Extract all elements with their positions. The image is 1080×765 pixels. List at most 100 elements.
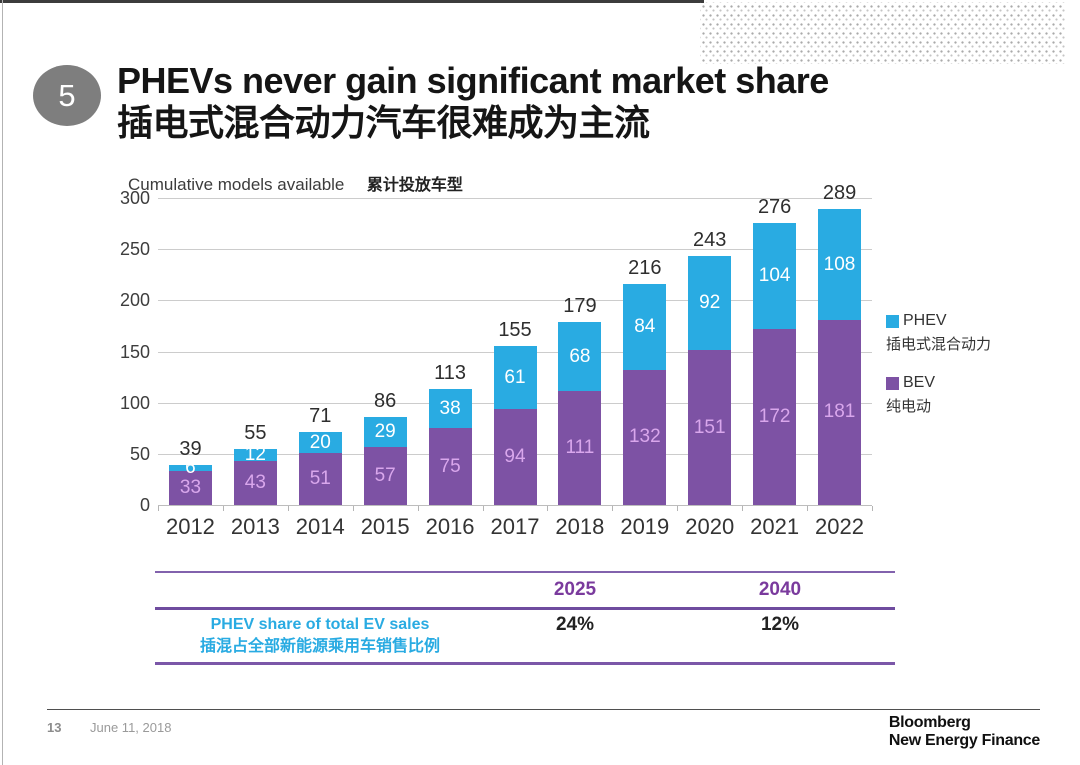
bar-segment-phev-2020	[688, 256, 732, 351]
bar-value-phev-2022: 108	[823, 253, 856, 275]
legend-label-bev: BEV	[903, 374, 936, 391]
bar-value-phev-2019: 84	[634, 315, 656, 337]
bar-total-2019: 216	[628, 256, 662, 279]
gridline-0	[158, 505, 872, 506]
bar-segment-phev-2019	[623, 283, 667, 370]
table-header-row: 2025 2040	[155, 573, 895, 610]
bar-segment-bev-2016	[428, 428, 472, 505]
x-axis-label-2016: 2016	[425, 514, 475, 539]
gridline-200	[158, 300, 872, 302]
halftone-dots-decoration	[700, 2, 1066, 64]
chart-title: Cumulative models available 累计投放车型	[128, 171, 463, 195]
bar-segment-bev-2019	[623, 369, 667, 505]
chart-title-en: Cumulative models available	[128, 175, 345, 194]
bar-segment-phev-2017	[493, 346, 537, 409]
bar-value-phev-2012: 6	[185, 457, 196, 479]
bar-value-phev-2013: 12	[244, 443, 266, 465]
bar-value-bev-2022: 181	[823, 401, 856, 423]
bar-segment-phev-2022	[818, 209, 862, 320]
bnef-logo-line1: Bloomberg	[888, 714, 971, 731]
footer-date: June 11, 2018	[90, 720, 172, 735]
x-axis-label-2017: 2017	[490, 514, 540, 539]
slide-title-zh: 插电式混合动力汽车很难成为主流	[117, 102, 650, 144]
x-axis-tick	[612, 506, 614, 511]
bar-segment-bev-2013	[233, 460, 277, 505]
x-axis-label-2015: 2015	[360, 514, 410, 539]
gridline-50	[158, 453, 872, 455]
bar-segment-phev-2016	[428, 389, 472, 429]
table-value-2040: 12%	[760, 614, 800, 635]
gridline-100	[158, 402, 872, 404]
slide-number: 5	[58, 77, 76, 113]
bar-value-bev-2018: 111	[565, 437, 595, 459]
table-data-row: PHEV share of total EV sales 插混占全部新能源乘用车…	[155, 610, 895, 662]
slide-left-border	[2, 0, 3, 765]
legend-item-phev: PHEV 插电式混合动力	[886, 312, 991, 354]
bar-value-bev-2015: 57	[374, 464, 396, 486]
x-axis-tick	[872, 506, 873, 511]
y-axis-label-200: 200	[119, 290, 150, 311]
y-axis-label-0: 0	[139, 495, 150, 515]
x-axis-tick	[677, 506, 679, 511]
x-axis-tick	[222, 506, 224, 511]
table-col-2025: 2025	[553, 579, 597, 600]
bar-segment-bev-2014	[298, 452, 342, 505]
bar-value-phev-2021: 104	[758, 264, 791, 286]
bar-value-bev-2019: 132	[628, 426, 661, 448]
bar-segment-bev-2012	[168, 471, 212, 505]
table-row-label: PHEV share of total EV sales 插混占全部新能源乘用车…	[155, 614, 485, 659]
bar-total-2014: 71	[309, 405, 332, 428]
top-border-rule	[0, 0, 704, 3]
bar-segment-bev-2022	[818, 319, 862, 505]
bar-segment-phev-2013	[233, 448, 277, 461]
bar-value-bev-2017: 94	[504, 445, 526, 467]
legend-sublabel-bev: 纯电动	[886, 398, 932, 415]
bar-value-phev-2014: 20	[309, 431, 331, 453]
x-axis-tick	[158, 506, 159, 511]
table-value-2025: 24%	[555, 614, 595, 635]
table-col-2040: 2040	[758, 579, 802, 600]
legend-swatch-bev	[886, 376, 899, 390]
bar-total-2022: 289	[822, 182, 857, 205]
bar-value-bev-2014: 51	[309, 467, 331, 489]
bar-segment-bev-2017	[493, 408, 537, 505]
slide-title-en: PHEVs never gain significant market shar…	[117, 60, 829, 101]
x-axis-tick	[807, 506, 809, 511]
footer-divider	[47, 709, 1040, 710]
gridline-150	[158, 351, 872, 353]
x-axis-label-2012: 2012	[165, 514, 215, 539]
bar-value-bev-2016: 75	[439, 455, 461, 477]
bar-segment-phev-2012	[168, 465, 212, 472]
x-axis-tick	[287, 506, 289, 511]
bar-segment-phev-2021	[753, 222, 797, 329]
legend-sublabel-phev: 插电式混合动力	[886, 336, 992, 353]
bnef-logo-line2: New Energy Finance	[888, 732, 1040, 750]
bar-segment-bev-2020	[688, 350, 732, 505]
table-row-label-zh: 插混占全部新能源乘用车销售比例	[199, 638, 440, 656]
legend-swatch-phev	[886, 314, 899, 328]
bar-value-phev-2015: 29	[374, 420, 396, 442]
y-axis-label-100: 100	[119, 392, 150, 413]
bar-total-2016: 113	[434, 362, 467, 385]
x-axis-tick	[352, 506, 354, 511]
page-number: 13	[47, 720, 62, 735]
bar-value-bev-2012: 33	[179, 477, 202, 499]
table-row-label-en: PHEV share of total EV sales	[210, 616, 430, 633]
chart-legend: PHEV 插电式混合动力 BEV 纯电动	[886, 312, 991, 436]
bar-value-phev-2020: 92	[699, 292, 721, 314]
y-axis-label-150: 150	[119, 341, 150, 362]
x-axis-label-2022: 2022	[815, 514, 864, 539]
x-axis-label-2019: 2019	[620, 514, 670, 539]
legend-label-phev: PHEV	[903, 312, 947, 329]
bar-total-2012: 39	[179, 438, 202, 461]
x-axis-label-2018: 2018	[555, 514, 605, 539]
bar-total-2021: 276	[757, 195, 792, 218]
x-axis-label-2014: 2014	[295, 514, 345, 539]
bar-segment-phev-2014	[298, 432, 342, 453]
x-axis-tick	[417, 506, 419, 511]
x-axis-label-2013: 2013	[230, 514, 280, 539]
chart-title-zh: 累计投放车型	[366, 177, 463, 194]
x-axis-label-2021: 2021	[750, 514, 800, 539]
y-axis-label-50: 50	[129, 443, 150, 464]
